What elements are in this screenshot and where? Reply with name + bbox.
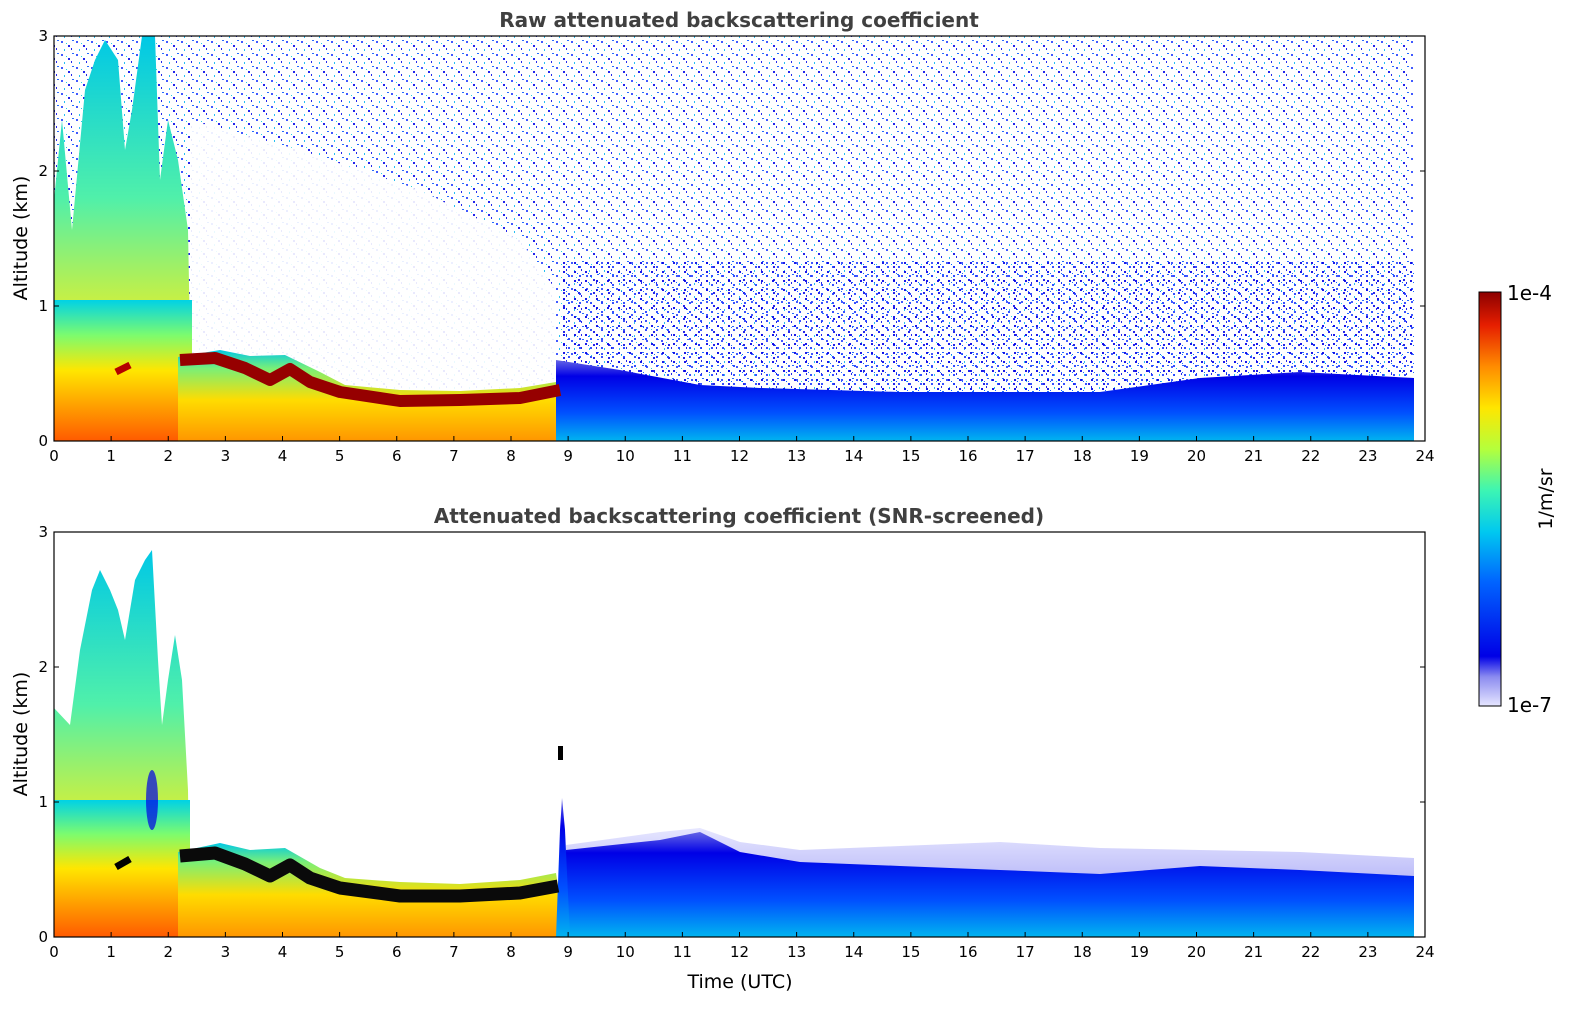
- x-tick-label: 24: [1415, 943, 1434, 961]
- y-tick-label: 3: [38, 27, 48, 45]
- x-tick-label: 23: [1358, 447, 1377, 465]
- x-tick-label: 4: [278, 447, 288, 465]
- x-tick-label: 1: [106, 943, 116, 961]
- y-tick-label: 1: [38, 297, 48, 315]
- panel-raw: Raw attenuated backscattering coefficien…: [10, 8, 1435, 465]
- y-tick-label: 2: [38, 162, 48, 180]
- x-tick-label: 9: [563, 943, 573, 961]
- x-tick-label: 11: [673, 943, 692, 961]
- x-tick-label: 0: [49, 447, 59, 465]
- x-tick-label: 21: [1244, 943, 1263, 961]
- x-tick-label: 15: [901, 447, 920, 465]
- x-tick-label: 10: [616, 943, 635, 961]
- screened-ylabel: Altitude (km): [10, 672, 32, 797]
- raw-bl-top-layer: [179, 352, 562, 407]
- x-tick-label: 20: [1187, 447, 1206, 465]
- screened-bl-top-layer: [179, 846, 560, 903]
- screened-aerosol-low: [54, 800, 190, 937]
- x-tick-label: 18: [1073, 447, 1092, 465]
- x-tick-label: 5: [335, 943, 345, 961]
- x-tick-label: 4: [278, 943, 288, 961]
- raw-no-data: [1414, 36, 1425, 441]
- y-tick-label: 0: [38, 928, 48, 946]
- raw-ylabel: Altitude (km): [10, 176, 32, 301]
- x-tick-label: 7: [449, 943, 459, 961]
- x-tick-label: 13: [787, 943, 806, 961]
- x-tick-label: 14: [844, 447, 863, 465]
- screened-axes: 0 1 2 3 4 5 6 7 8 9 10 11 12 13 14 15 16 17 18 19 20 21 22 23 24…: [38, 523, 1434, 961]
- x-tick-label: 17: [1016, 943, 1035, 961]
- x-tick-label: 10: [616, 447, 635, 465]
- x-tick-label: 20: [1187, 943, 1206, 961]
- y-tick-label: 1: [38, 793, 48, 811]
- x-tick-label: 11: [673, 447, 692, 465]
- screened-xlabel: Time (UTC): [686, 971, 792, 993]
- x-tick-label: 0: [49, 943, 59, 961]
- screened-low-layer: [566, 832, 1414, 937]
- x-tick-label: 5: [335, 447, 345, 465]
- panel-raw-title: Raw attenuated backscattering coefficien…: [499, 8, 979, 32]
- x-tick-label: 2: [163, 943, 173, 961]
- x-tick-label: 8: [506, 943, 516, 961]
- colorbar-unit-label: 1/m/sr: [1535, 468, 1557, 529]
- x-tick-label: 12: [730, 943, 749, 961]
- x-tick-label: 22: [1301, 943, 1320, 961]
- x-tick-label: 19: [1130, 943, 1149, 961]
- y-tick-label: 3: [38, 523, 48, 541]
- screened-small-cloud: [114, 855, 132, 871]
- x-tick-label: 12: [730, 447, 749, 465]
- raw-axes: 0 1 2 3 4 5 6 7 8 9 10 11 12 13 14 15 16 17 18 19 20 21 22 23 24…: [38, 27, 1434, 465]
- x-tick-label: 18: [1073, 943, 1092, 961]
- x-tick-label: 1: [106, 447, 116, 465]
- colorbar-max-label: 1e-4: [1507, 281, 1552, 305]
- x-tick-label: 23: [1358, 943, 1377, 961]
- x-tick-label: 3: [221, 447, 231, 465]
- panel-screened-title: Attenuated backscattering coefficient (S…: [434, 504, 1044, 528]
- y-tick-label: 2: [38, 658, 48, 676]
- x-tick-label: 6: [392, 943, 402, 961]
- x-tick-label: 22: [1301, 447, 1320, 465]
- screened-blue-core: [146, 770, 158, 830]
- x-tick-label: 13: [787, 447, 806, 465]
- x-tick-label: 6: [392, 447, 402, 465]
- x-tick-label: 24: [1415, 447, 1434, 465]
- x-tick-label: 9: [563, 447, 573, 465]
- raw-low-layer: [556, 360, 1414, 441]
- x-tick-label: 2: [163, 447, 173, 465]
- colorbar-min-label: 1e-7: [1507, 693, 1552, 717]
- x-tick-label: 21: [1244, 447, 1263, 465]
- x-tick-label: 3: [221, 943, 231, 961]
- x-tick-label: 19: [1130, 447, 1149, 465]
- raw-small-cloud: [114, 361, 132, 376]
- y-tick-label: 0: [38, 432, 48, 450]
- screened-blip: [558, 746, 563, 760]
- colorbar: 1e-4 1e-7 1/m/sr: [1478, 281, 1557, 717]
- x-tick-label: 16: [958, 447, 977, 465]
- x-tick-label: 8: [506, 447, 516, 465]
- x-tick-label: 15: [901, 943, 920, 961]
- x-tick-label: 7: [449, 447, 459, 465]
- x-tick-label: 14: [844, 943, 863, 961]
- panel-screened: Attenuated backscattering coefficient (S…: [10, 504, 1435, 993]
- screened-spike: [556, 798, 570, 937]
- x-tick-label: 16: [958, 943, 977, 961]
- colorbar-gradient: [1478, 291, 1502, 707]
- x-tick-label: 17: [1016, 447, 1035, 465]
